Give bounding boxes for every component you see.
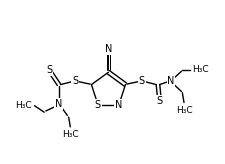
Text: N: N — [105, 44, 112, 54]
Text: H₃C: H₃C — [192, 65, 209, 74]
Text: N: N — [55, 99, 63, 109]
Text: S: S — [46, 65, 52, 75]
Text: S: S — [157, 96, 163, 106]
Text: S: S — [139, 76, 145, 86]
Text: H₃C: H₃C — [176, 106, 192, 115]
Text: H₃C: H₃C — [62, 130, 79, 139]
Text: N: N — [115, 100, 123, 110]
Text: N: N — [167, 76, 175, 86]
Text: H₃C: H₃C — [16, 101, 32, 110]
Text: S: S — [72, 76, 78, 86]
Text: S: S — [95, 100, 101, 110]
